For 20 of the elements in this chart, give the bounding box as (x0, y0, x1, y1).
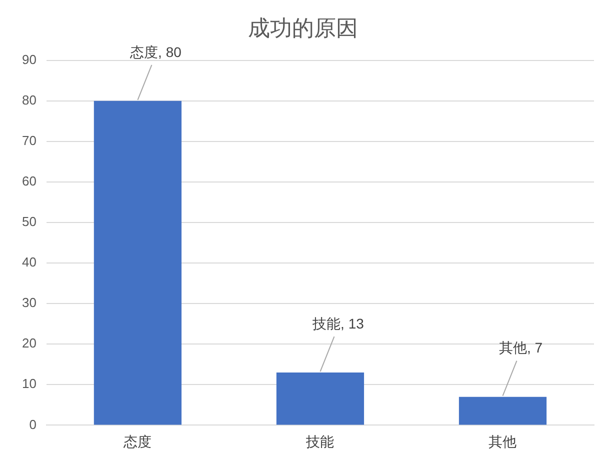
bar (94, 100, 182, 425)
chart-title: 成功的原因 (248, 15, 358, 40)
bar (276, 372, 364, 425)
y-tick-label: 0 (29, 416, 36, 432)
y-tick-label: 60 (22, 174, 36, 189)
y-tick-label: 90 (22, 52, 36, 67)
data-label: 技能, 13 (312, 315, 364, 332)
x-tick-label: 其他 (488, 433, 517, 450)
y-tick-label: 50 (22, 214, 36, 230)
y-tick-label: 30 (22, 295, 36, 310)
y-tick-label: 80 (22, 92, 36, 108)
x-tick-label: 技能 (305, 433, 334, 450)
y-tick-label: 20 (22, 336, 36, 351)
data-label: 态度, 80 (129, 44, 182, 60)
x-tick-label: 态度 (122, 433, 152, 450)
y-tick-label: 70 (22, 133, 36, 148)
data-label: 其他, 7 (498, 340, 543, 356)
y-tick-label: 10 (22, 376, 36, 392)
y-tick-label: 40 (22, 254, 36, 270)
bar (458, 396, 547, 425)
